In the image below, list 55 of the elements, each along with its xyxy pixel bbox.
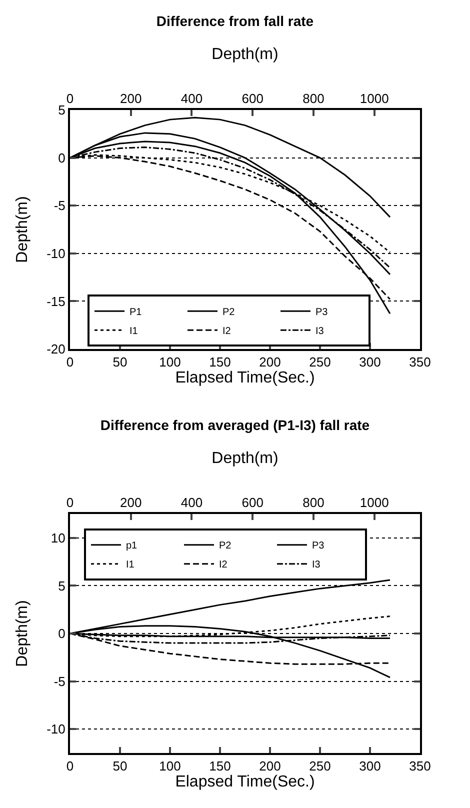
x-tick-label: 150 [209, 758, 231, 774]
x-axis-title: Elapsed Time(Sec.) [175, 774, 315, 791]
x2-tick-label: 800 [302, 494, 324, 510]
x2-tick-label: 1000 [360, 90, 389, 106]
x-tick-label: 300 [359, 758, 381, 774]
y-tick-label: -5 [54, 198, 66, 214]
x2-tick-label: 800 [302, 90, 324, 106]
x-tick-label: 100 [159, 354, 181, 370]
legend-label: P3 [316, 307, 328, 318]
y-tick-label: -5 [54, 674, 66, 689]
x-tick-label: 50 [112, 758, 128, 774]
x2-tick-label: 200 [120, 494, 142, 510]
x-tick-label: 100 [159, 758, 181, 774]
legend-label: P2 [222, 307, 236, 318]
y-axis-title: Depth(m) [14, 600, 31, 667]
chart-title: Difference from fall rate [156, 12, 314, 29]
x-tick-label: 200 [259, 354, 281, 370]
x-tick-label: 250 [309, 758, 331, 774]
legend-label: I3 [316, 326, 324, 338]
x-tick-label: 50 [112, 354, 128, 370]
x-axis-title: Elapsed Time(Sec.) [175, 370, 315, 387]
x-tick-label: 350 [409, 758, 431, 774]
y-tick-label: -10 [46, 246, 66, 261]
legend-label: I1 [130, 326, 138, 338]
y-tick-label: 0 [58, 626, 66, 642]
y-tick-label: 5 [58, 578, 66, 594]
y-tick-label: 0 [58, 150, 66, 166]
x2-tick-label: 400 [180, 90, 203, 106]
y-tick-label: -10 [46, 722, 66, 737]
x-tick-label: 250 [309, 354, 331, 370]
y-axis-title: Depth(m) [14, 196, 31, 263]
legend-label: P2 [219, 540, 232, 552]
legend-label: I3 [312, 560, 321, 571]
legend-label: I2 [219, 560, 228, 571]
legend-label: P1 [130, 307, 142, 318]
x2-tick-label: 600 [242, 90, 264, 106]
legend-label: I1 [126, 560, 135, 571]
legend-label: P3 [312, 540, 325, 552]
x-tick-label: 350 [409, 354, 431, 370]
x2-tick-label: 400 [180, 494, 203, 510]
x2-axis-title: Depth(m) [212, 450, 278, 467]
y-tick-label: -15 [46, 294, 66, 309]
x-tick-label: 300 [359, 354, 381, 370]
chart-title: Difference from averaged (P1-I3) fall rate [100, 416, 370, 433]
x-tick-label: 200 [259, 758, 281, 774]
legend-label: I2 [222, 326, 232, 338]
y-tick-label: 5 [58, 102, 66, 118]
y-tick-label: 10 [50, 530, 66, 546]
x2-axis-title: Depth(m) [212, 46, 278, 63]
x2-tick-label: 1000 [360, 494, 389, 510]
x-tick-label: 150 [209, 354, 231, 370]
y-tick-label: -20 [46, 342, 66, 357]
x2-tick-label: 200 [120, 90, 142, 106]
x2-tick-label: 600 [242, 494, 264, 510]
legend-label: p1 [126, 540, 138, 552]
